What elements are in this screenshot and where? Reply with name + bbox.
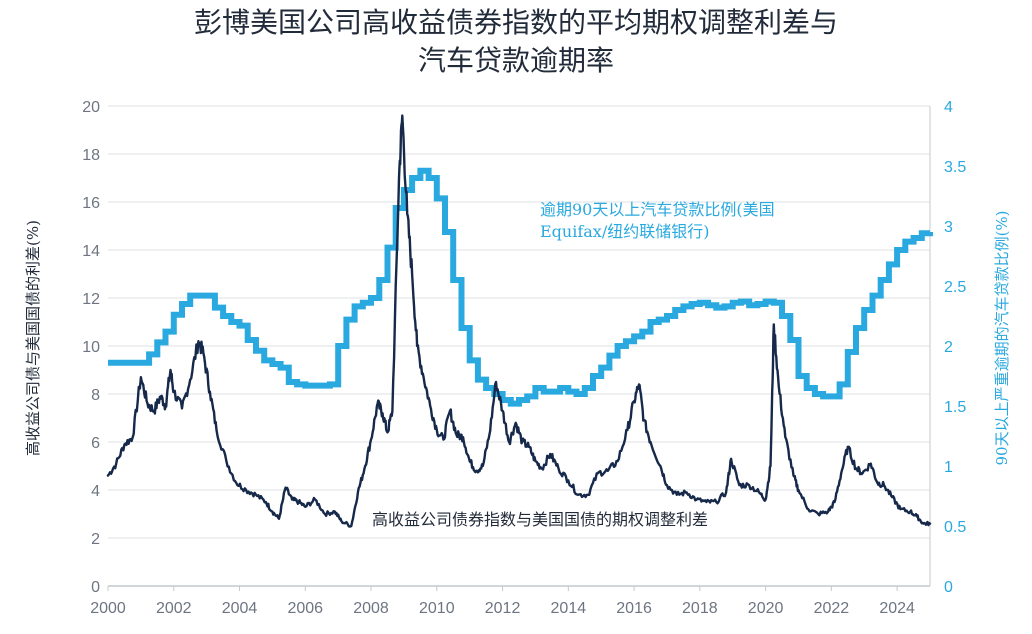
x-tick-label: 2024 xyxy=(879,600,915,617)
delinquency-label-line-1: 逾期90天以上汽车贷款比例(美国 xyxy=(540,200,775,219)
delinquency-label-line-2: Equifax/纽约联储银行) xyxy=(540,222,709,241)
right-tick-label: 3 xyxy=(944,219,953,236)
right-tick-label: 0.5 xyxy=(944,519,966,536)
left-axis-ticks: 0 2 4 6 8 10 12 14 16 18 20 xyxy=(82,99,100,596)
right-tick-label: 2.5 xyxy=(944,279,966,296)
right-axis-title: 90天以上严重逾期的汽车贷款比例(%) xyxy=(993,210,1011,465)
left-tick-label: 2 xyxy=(91,531,100,548)
left-tick-label: 8 xyxy=(91,387,100,404)
x-tick-label: 2002 xyxy=(156,600,192,617)
chart-title-line-1: 彭博美国公司高收益债券指数的平均期权调整利差与 xyxy=(193,6,838,39)
left-tick-label: 6 xyxy=(91,435,100,452)
x-tick-label: 2022 xyxy=(814,600,850,617)
series-line-spread xyxy=(106,114,932,528)
x-tick-label: 2018 xyxy=(682,600,718,617)
x-tick-label: 2004 xyxy=(222,600,258,617)
x-tick-label: 2016 xyxy=(616,600,652,617)
right-tick-label: 1 xyxy=(944,459,953,476)
chart-title-line-2: 汽车贷款逾期率 xyxy=(417,44,614,77)
x-tick-label: 2008 xyxy=(353,600,389,617)
right-tick-label: 1.5 xyxy=(944,399,966,416)
left-tick-label: 0 xyxy=(91,579,100,596)
x-tick-label: 2014 xyxy=(551,600,587,617)
right-tick-label: 4 xyxy=(944,99,953,116)
chart-title: 彭博美国公司高收益债券指数的平均期权调整利差与 汽车贷款逾期率 xyxy=(0,4,1032,80)
left-tick-label: 16 xyxy=(82,195,100,212)
left-tick-label: 4 xyxy=(91,483,100,500)
left-tick-label: 18 xyxy=(82,147,100,164)
x-tick-label: 2000 xyxy=(90,600,126,617)
left-tick-label: 12 xyxy=(82,291,100,308)
x-tick-label: 2006 xyxy=(287,600,323,617)
spread-label: 高收益公司债券指数与美国国债的期权调整利差 xyxy=(372,510,708,529)
right-tick-label: 0 xyxy=(944,579,953,596)
left-tick-label: 14 xyxy=(82,243,100,260)
x-tick-label: 2020 xyxy=(748,600,784,617)
right-tick-label: 3.5 xyxy=(944,159,966,176)
left-axis-title: 高收益公司债与美国国债的利差(%) xyxy=(24,220,42,456)
left-tick-label: 20 xyxy=(82,99,100,116)
x-tick-label: 2012 xyxy=(485,600,521,617)
right-axis-ticks: 0 0.5 1 1.5 2 2.5 3 3.5 4 xyxy=(944,99,966,596)
series-line-delinquency xyxy=(108,167,933,407)
grid-lines xyxy=(108,105,930,539)
left-tick-label: 10 xyxy=(82,339,100,356)
x-tick-label: 2010 xyxy=(419,600,455,617)
x-axis-ticks: 2000 2002 2004 2006 2008 2010 2012 2014 2016 2018… xyxy=(90,586,915,617)
right-tick-label: 2 xyxy=(944,339,953,356)
